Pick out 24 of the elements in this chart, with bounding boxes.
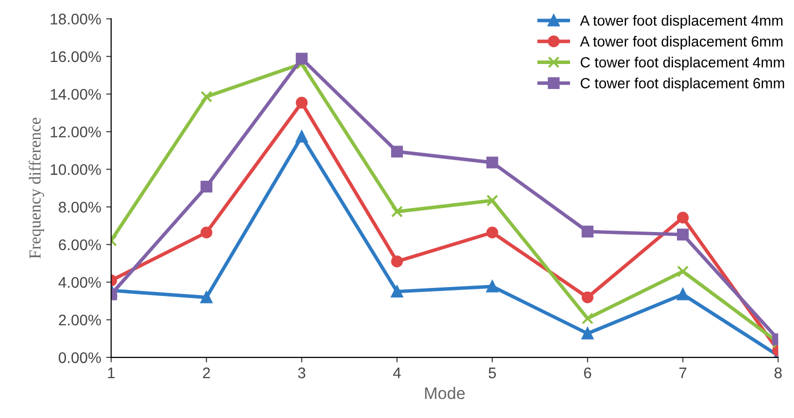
x-tick-label: 6 <box>584 368 592 378</box>
y-tick-label: 4.00% <box>58 277 101 288</box>
legend-label: C tower foot displacement 4mm <box>580 56 784 70</box>
x-axis-title: Mode <box>425 386 465 400</box>
y-axis-title: Frequency difference <box>28 118 44 258</box>
x-tick-label: 3 <box>298 368 306 378</box>
y-tick-label: 6.00% <box>58 239 101 250</box>
x-tick-label: 1 <box>108 368 115 378</box>
y-tick-label: 16.00% <box>50 51 101 62</box>
y-tick-label: 10.00% <box>50 164 101 175</box>
y-tick-label: 0.00% <box>58 352 101 364</box>
x-tick-label: 2 <box>202 368 210 378</box>
y-tick-label: 2.00% <box>58 314 101 326</box>
x-tick-label: 7 <box>679 368 686 378</box>
y-tick-label: 8.00% <box>58 202 101 213</box>
legend-label: C tower foot displacement 6mm <box>580 78 784 92</box>
y-tick-label: 18.00% <box>50 14 101 24</box>
x-tick-label: 8 <box>774 368 782 378</box>
x-tick-label: 5 <box>488 368 496 378</box>
y-tick-label: 12.00% <box>50 126 101 138</box>
legend-label: A tower foot displacement 4mm <box>580 15 782 29</box>
y-tick-label: 14.00% <box>50 88 101 100</box>
x-tick-label: 4 <box>393 368 401 378</box>
legend-label: A tower foot displacement 6mm <box>580 36 782 50</box>
